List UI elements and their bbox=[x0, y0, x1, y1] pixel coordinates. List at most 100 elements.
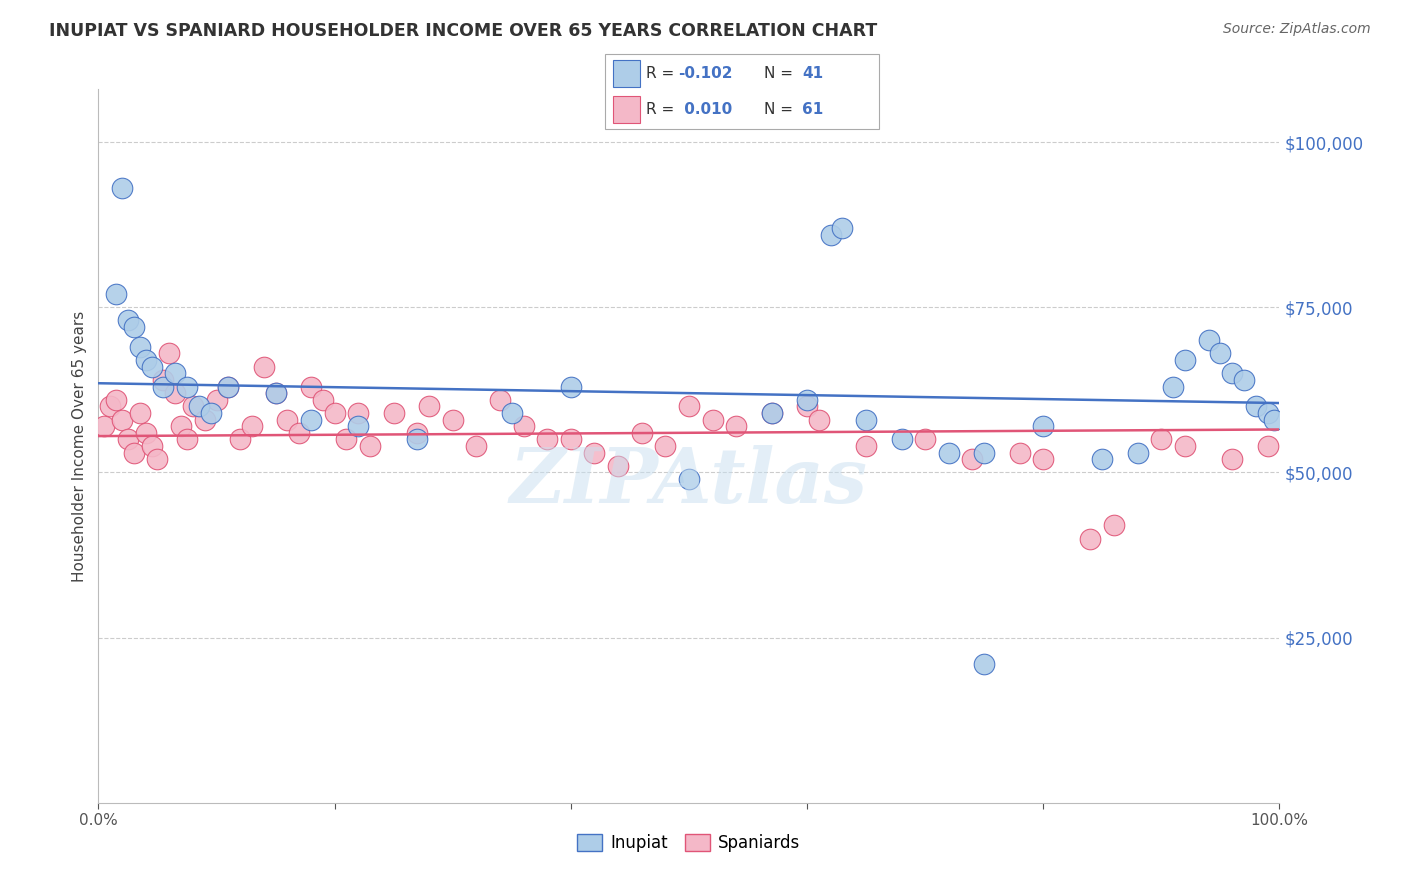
Spaniards bbox=[276, 412, 298, 426]
Inupiat bbox=[152, 379, 174, 393]
Spaniards bbox=[382, 406, 405, 420]
Spaniards bbox=[1032, 452, 1054, 467]
Inupiat bbox=[105, 287, 128, 301]
Text: INUPIAT VS SPANIARD HOUSEHOLDER INCOME OVER 65 YEARS CORRELATION CHART: INUPIAT VS SPANIARD HOUSEHOLDER INCOME O… bbox=[49, 22, 877, 40]
Inupiat bbox=[200, 406, 222, 420]
Inupiat bbox=[761, 406, 783, 420]
Spaniards bbox=[583, 445, 606, 459]
Inupiat bbox=[406, 433, 429, 447]
Inupiat bbox=[1091, 452, 1114, 467]
Spaniards bbox=[93, 419, 115, 434]
Spaniards bbox=[914, 433, 936, 447]
Inupiat bbox=[831, 221, 853, 235]
Spaniards bbox=[465, 439, 488, 453]
Spaniards bbox=[152, 373, 174, 387]
Inupiat bbox=[1032, 419, 1054, 434]
Spaniards bbox=[725, 419, 748, 434]
Spaniards bbox=[229, 433, 252, 447]
Spaniards bbox=[359, 439, 381, 453]
Inupiat bbox=[796, 392, 818, 407]
Text: 0.010: 0.010 bbox=[679, 102, 733, 117]
Inupiat bbox=[938, 445, 960, 459]
Spaniards bbox=[240, 419, 263, 434]
Inupiat bbox=[165, 367, 187, 381]
Text: ZIPAtlas: ZIPAtlas bbox=[510, 445, 868, 518]
Inupiat bbox=[217, 379, 239, 393]
Inupiat bbox=[973, 445, 995, 459]
Spaniards bbox=[761, 406, 783, 420]
Inupiat bbox=[1233, 373, 1256, 387]
Spaniards bbox=[512, 419, 534, 434]
Spaniards bbox=[312, 392, 335, 407]
Spaniards bbox=[146, 452, 169, 467]
Spaniards bbox=[702, 412, 724, 426]
Inupiat bbox=[855, 412, 877, 426]
Spaniards bbox=[288, 425, 311, 440]
Y-axis label: Householder Income Over 65 years: Householder Income Over 65 years bbox=[72, 310, 87, 582]
Spaniards bbox=[122, 445, 145, 459]
Spaniards bbox=[194, 412, 217, 426]
Spaniards bbox=[117, 433, 139, 447]
Spaniards bbox=[205, 392, 228, 407]
Text: R =: R = bbox=[645, 102, 679, 117]
Spaniards bbox=[796, 400, 818, 414]
Inupiat bbox=[1161, 379, 1184, 393]
Spaniards bbox=[855, 439, 877, 453]
Spaniards bbox=[347, 406, 370, 420]
Spaniards bbox=[418, 400, 440, 414]
Inupiat bbox=[1263, 412, 1285, 426]
Spaniards bbox=[1257, 439, 1279, 453]
Inupiat bbox=[1126, 445, 1149, 459]
Spaniards bbox=[630, 425, 652, 440]
Text: R =: R = bbox=[645, 66, 679, 81]
Spaniards bbox=[299, 379, 322, 393]
Text: N =: N = bbox=[763, 102, 797, 117]
Spaniards bbox=[176, 433, 198, 447]
Bar bbox=[613, 96, 640, 123]
Spaniards bbox=[105, 392, 128, 407]
Inupiat bbox=[678, 472, 700, 486]
Inupiat bbox=[1174, 353, 1197, 368]
Spaniards bbox=[536, 433, 558, 447]
Spaniards bbox=[406, 425, 429, 440]
Spaniards bbox=[264, 386, 287, 401]
Spaniards bbox=[654, 439, 676, 453]
Inupiat bbox=[141, 359, 163, 374]
Spaniards bbox=[607, 458, 630, 473]
Inupiat bbox=[1209, 346, 1232, 360]
Inupiat bbox=[117, 313, 139, 327]
Spaniards bbox=[135, 425, 157, 440]
Spaniards bbox=[441, 412, 464, 426]
Spaniards bbox=[489, 392, 512, 407]
Spaniards bbox=[1174, 439, 1197, 453]
Spaniards bbox=[335, 433, 357, 447]
Spaniards bbox=[111, 412, 134, 426]
Spaniards bbox=[1220, 452, 1243, 467]
Spaniards bbox=[1102, 518, 1125, 533]
Spaniards bbox=[181, 400, 204, 414]
Inupiat bbox=[135, 353, 157, 368]
Inupiat bbox=[1198, 333, 1220, 347]
Spaniards bbox=[1150, 433, 1173, 447]
Inupiat bbox=[122, 320, 145, 334]
Spaniards bbox=[1080, 532, 1102, 546]
Inupiat bbox=[128, 340, 150, 354]
Spaniards bbox=[253, 359, 276, 374]
Spaniards bbox=[98, 400, 121, 414]
Spaniards bbox=[165, 386, 187, 401]
Text: 41: 41 bbox=[801, 66, 823, 81]
Spaniards bbox=[141, 439, 163, 453]
Inupiat bbox=[1220, 367, 1243, 381]
Bar bbox=[613, 60, 640, 87]
Spaniards bbox=[128, 406, 150, 420]
Inupiat bbox=[264, 386, 287, 401]
Inupiat bbox=[347, 419, 370, 434]
Inupiat bbox=[1244, 400, 1267, 414]
Inupiat bbox=[890, 433, 912, 447]
Spaniards bbox=[678, 400, 700, 414]
Inupiat bbox=[501, 406, 523, 420]
Inupiat bbox=[560, 379, 582, 393]
Text: Source: ZipAtlas.com: Source: ZipAtlas.com bbox=[1223, 22, 1371, 37]
Legend: Inupiat, Spaniards: Inupiat, Spaniards bbox=[571, 827, 807, 859]
Spaniards bbox=[807, 412, 830, 426]
